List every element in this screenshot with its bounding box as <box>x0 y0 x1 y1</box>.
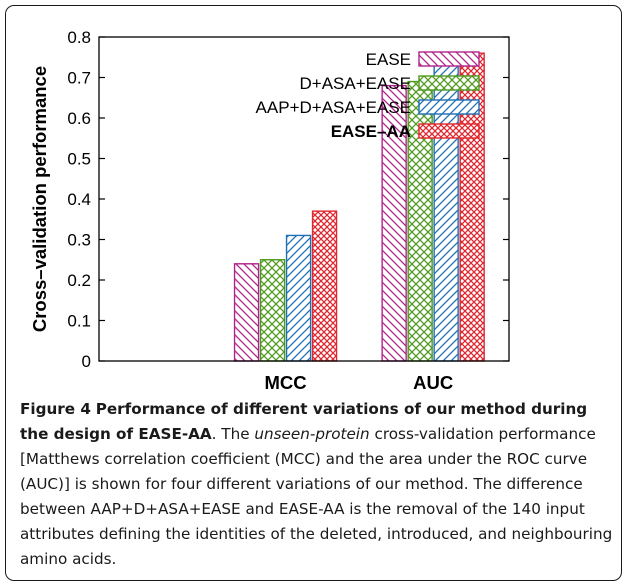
y-tick-label: 0.6 <box>67 109 91 128</box>
y-tick-label: 0.3 <box>67 231 91 250</box>
x-tick-label: AUC <box>413 372 453 393</box>
figure-caption: Figure 4 Performance of different variat… <box>20 397 616 572</box>
legend-label: AAP+D+ASA+EASE <box>256 98 411 117</box>
y-tick-label: 0.8 <box>67 28 91 47</box>
bar-mcc-3 <box>311 210 338 362</box>
bar-mcc-2 <box>285 234 312 362</box>
legend-label: EASE <box>366 50 411 69</box>
bar-chart: 0 0.1 0.2 0.3 0.4 0.5 0.6 0.7 0.8 MCC AUC EASE D+A… <box>29 28 510 393</box>
y-axis-label: Cross–validation performance <box>29 66 50 332</box>
y-tick-label: 0.2 <box>67 271 91 290</box>
y-tick-label: 0.4 <box>67 190 91 209</box>
x-tick-label: MCC <box>264 372 306 393</box>
legend-label: EASE–AA <box>331 122 411 141</box>
bar-auc-0 <box>381 84 407 362</box>
caption-italic: unseen-protein <box>254 425 370 443</box>
bar-mcc-1 <box>259 259 286 362</box>
legend-swatch <box>418 51 480 67</box>
figure-frame: 0 0.1 0.2 0.3 0.4 0.5 0.6 0.7 0.8 MCC AUC EASE D+A… <box>5 5 622 581</box>
legend-swatch <box>418 99 480 115</box>
caption-text-2: cross-validation performance [Matthews c… <box>20 425 613 568</box>
y-tick-label: 0.1 <box>67 312 91 331</box>
y-tick-label: 0 <box>82 352 91 371</box>
caption-label: Figure 4 <box>20 400 91 418</box>
bar-mcc-0 <box>233 263 260 362</box>
legend-swatch <box>418 123 480 139</box>
caption-title: Performance of different variations of o… <box>20 400 588 443</box>
y-tick-label: 0.5 <box>67 150 91 169</box>
y-tick-label: 0.7 <box>67 69 91 88</box>
caption-text-1: . The <box>211 425 255 443</box>
legend-swatch <box>418 75 480 91</box>
legend-label: D+ASA+EASE <box>299 74 411 93</box>
